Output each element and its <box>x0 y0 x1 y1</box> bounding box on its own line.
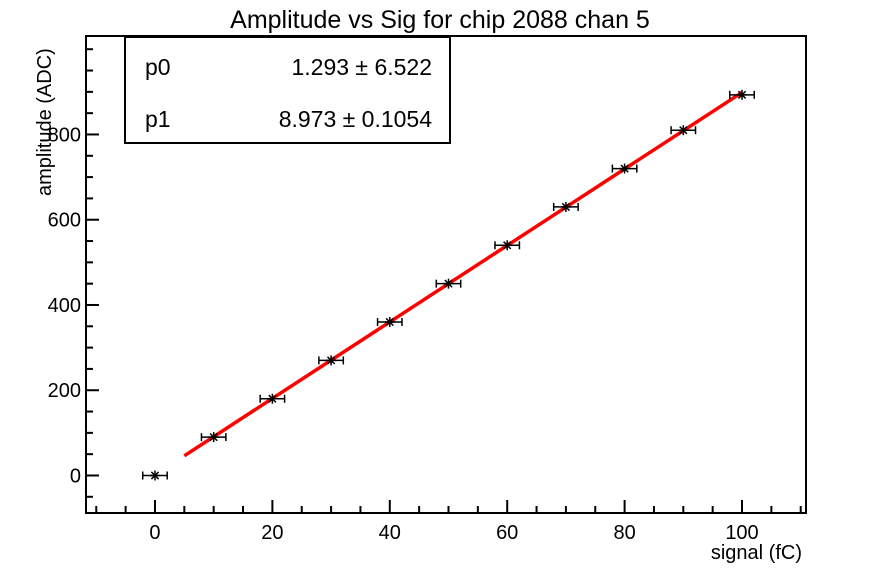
marker-spoke-d2 <box>326 356 336 365</box>
x-tick-label: 60 <box>496 522 518 544</box>
data-point <box>142 470 168 481</box>
data-point <box>611 163 638 174</box>
marker-spoke-d2 <box>503 241 512 250</box>
stats-p0-value: 1.293 ± 6.522 <box>291 54 432 80</box>
fit-line <box>183 90 743 458</box>
data-point <box>200 432 227 443</box>
data-point <box>729 89 755 100</box>
y-tick-label: 200 <box>48 380 81 402</box>
marker-spoke-d2 <box>620 164 629 173</box>
y-tick-label: 600 <box>48 210 81 232</box>
data-point <box>670 125 697 136</box>
data-point <box>494 240 521 251</box>
stats-p1-name: p1 <box>145 106 171 132</box>
y-axis-title: amplitude (ADC) <box>34 48 56 196</box>
x-tick-label: 40 <box>379 522 401 544</box>
stats-box: p0 1.293 ± 6.522 p1 8.973 ± 0.1054 <box>124 36 451 144</box>
data-point <box>552 201 579 212</box>
chart-title: Amplitude vs Sig for chip 2088 chan 5 <box>230 6 650 34</box>
marker-spoke-d2 <box>737 90 747 99</box>
marker-spoke-d2 <box>561 202 571 212</box>
x-tick-label: 0 <box>149 522 160 544</box>
y-tick-label: 0 <box>70 465 81 487</box>
y-tick-labels: 0 200 400 600 800 <box>48 124 81 487</box>
stats-box-frame <box>124 36 451 144</box>
x-tick-labels: 0 20 40 60 80 100 <box>149 522 758 544</box>
data-point <box>318 355 345 366</box>
x-tick-label: 100 <box>725 522 758 544</box>
fit-line-segment <box>183 90 743 458</box>
data-point <box>435 278 462 289</box>
marker-spoke-d2 <box>679 126 688 135</box>
marker-spoke-d2 <box>268 394 277 403</box>
stats-p0-name: p0 <box>145 54 171 80</box>
data-points <box>142 89 755 481</box>
marker-spoke-d2 <box>444 279 453 288</box>
axis-ticks <box>86 48 802 513</box>
x-tick-label: 80 <box>613 522 635 544</box>
marker-spoke-d2 <box>209 432 218 442</box>
marker-spoke-d2 <box>385 317 394 327</box>
x-tick-label: 20 <box>261 522 283 544</box>
data-point <box>376 317 403 328</box>
marker-spoke-d2 <box>150 471 160 480</box>
stats-p1-value: 8.973 ± 0.1054 <box>279 106 433 132</box>
y-tick-label: 800 <box>48 124 81 146</box>
data-point <box>259 393 286 404</box>
y-tick-label: 400 <box>48 295 81 317</box>
x-axis-title: signal (fC) <box>711 542 802 564</box>
